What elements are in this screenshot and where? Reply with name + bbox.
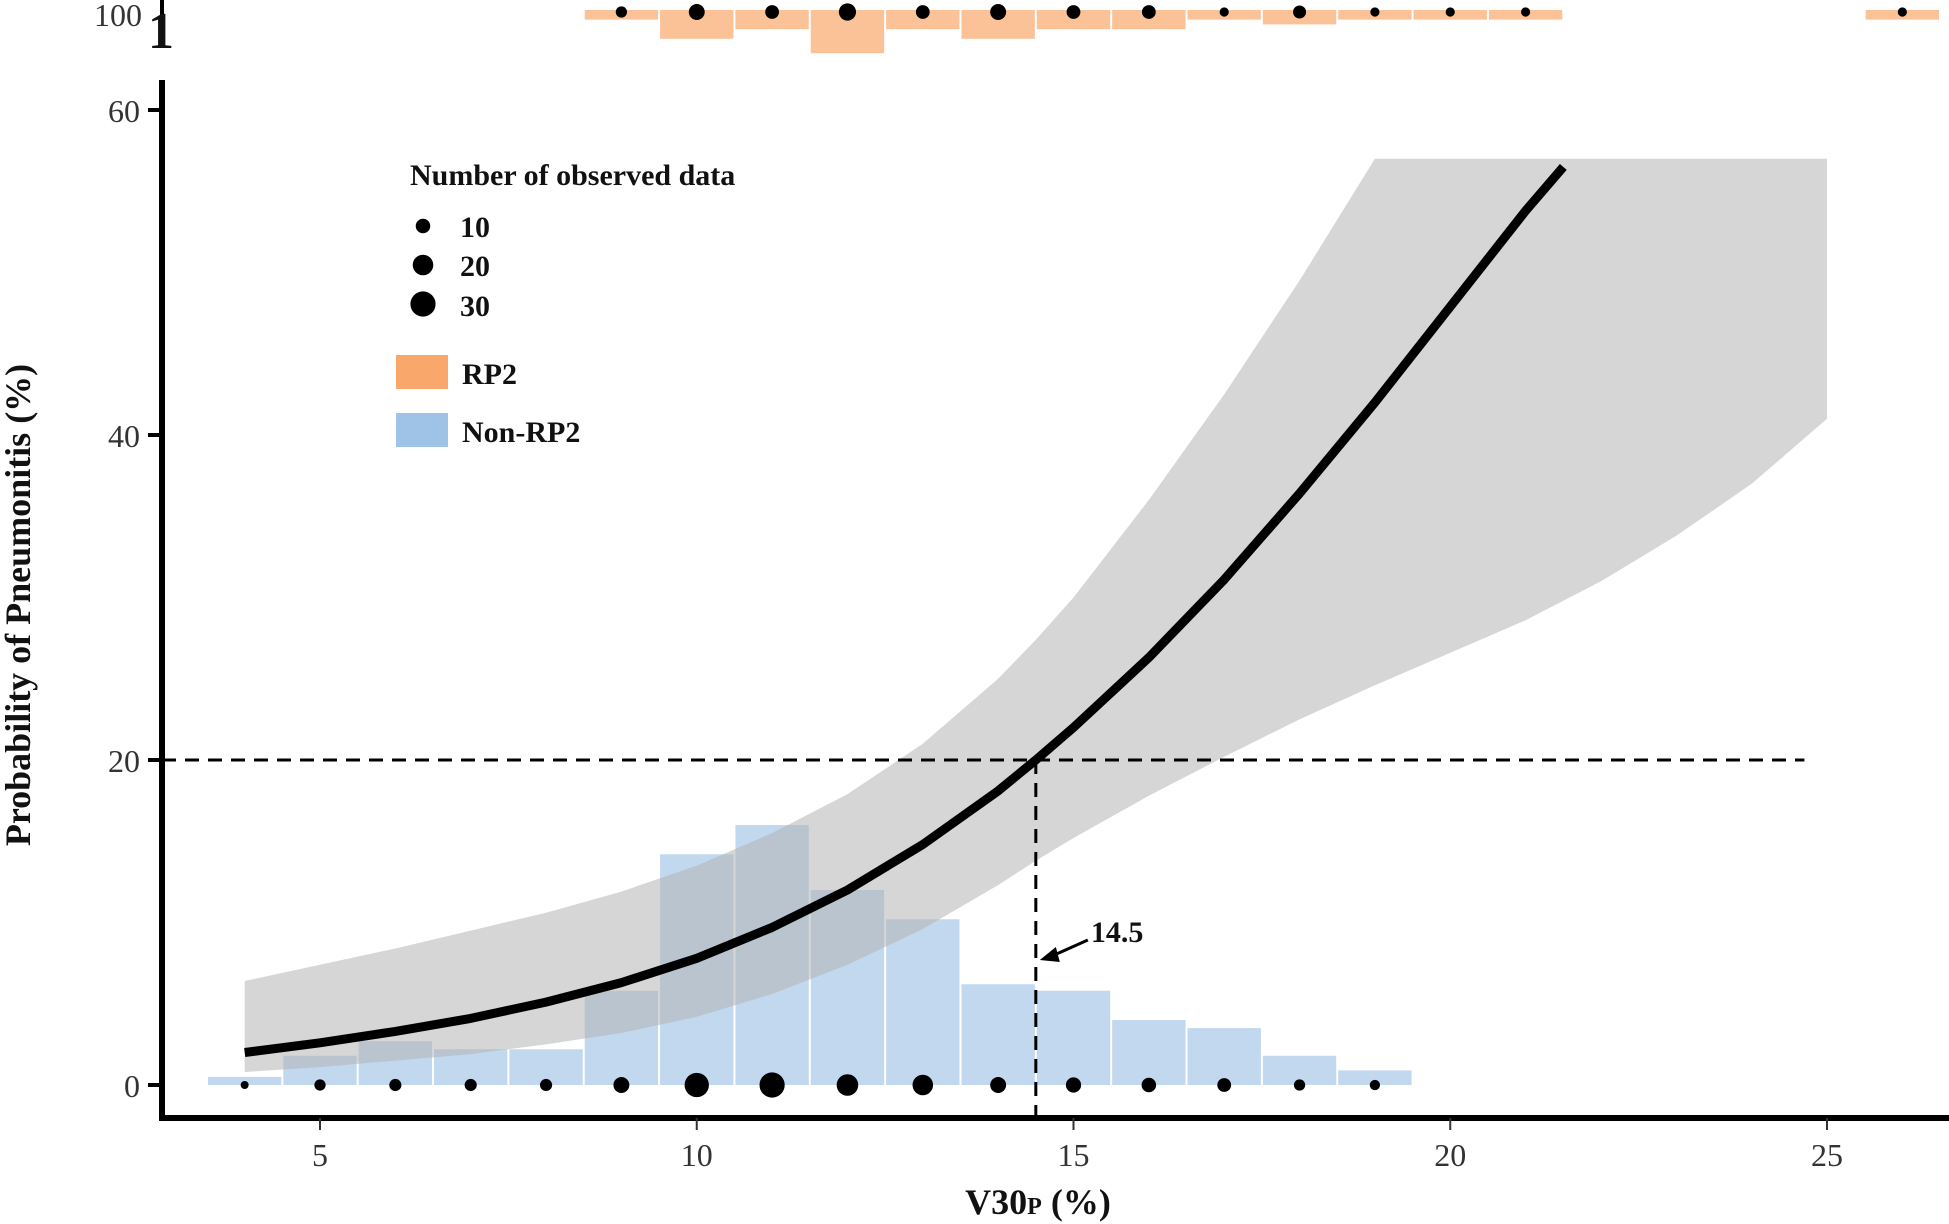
y-tick-label: 0	[124, 1068, 140, 1104]
threshold-annotation: 14.5	[162, 758, 1805, 1118]
x-tick-label: 15	[1058, 1137, 1090, 1173]
rp2-observed-point	[1293, 5, 1307, 19]
non-rp2-histogram-bar	[1187, 1028, 1261, 1085]
non-rp2-histogram-bar	[1338, 1070, 1412, 1085]
non-rp2-observed-point	[1141, 1077, 1157, 1093]
probability-curve-line	[244, 163, 1567, 1057]
legend-swatch-rp2	[396, 355, 448, 389]
rp2-observed-point	[915, 5, 930, 19]
y-tick-label: 40	[108, 418, 140, 454]
axes	[159, 80, 1949, 1121]
rp2-observed-point	[1521, 7, 1531, 17]
threshold-label: 14.5	[1091, 916, 1144, 949]
top-panel-tick-label: 100	[94, 0, 142, 33]
y-axis-title: Probability of Pneumonitis (%)	[0, 364, 38, 846]
non-rp2-observed-point	[539, 1078, 553, 1092]
x-axis-ticks: 5 10 15 20 25	[312, 1118, 1843, 1173]
x-axis-title-unit: (%)	[1042, 1182, 1111, 1222]
rp2-observed-point	[1897, 7, 1907, 17]
non-rp2-observed-point	[464, 1078, 477, 1092]
legend-size-dot-20	[412, 254, 434, 276]
x-axis-title: V30P (%)	[965, 1182, 1111, 1222]
rp2-observed-point	[1445, 7, 1455, 17]
y-axis-ticks: 0 20 40 60	[108, 93, 162, 1104]
rp2-histogram	[584, 10, 1940, 54]
non-rp2-histogram-bar	[961, 984, 1035, 1085]
non-rp2-histogram-bar	[886, 919, 960, 1085]
x-tick-label: 10	[681, 1137, 713, 1173]
confidence-band-area	[244, 158, 1828, 1073]
rp2-observed-point	[765, 5, 779, 19]
non-rp2-observed-point	[1217, 1078, 1232, 1092]
rp2-observed-point	[615, 6, 628, 18]
probability-curve	[244, 163, 1567, 1057]
legend-size-title: Number of observed data	[410, 159, 735, 192]
non-rp2-observed-point	[389, 1078, 402, 1092]
legend-size-dot-10	[415, 218, 431, 234]
x-tick-label: 20	[1434, 1137, 1466, 1173]
non-rp2-observed-point	[314, 1079, 326, 1091]
legend-swatch-non-rp2	[396, 413, 448, 447]
rp2-observed-point	[688, 4, 705, 20]
legend: Number of observed data 10 20 30 RP2 Non…	[396, 159, 735, 449]
non-rp2-histogram-bar	[1036, 990, 1111, 1085]
rp2-observed-point	[1066, 5, 1081, 19]
rp2-observed-point	[1219, 7, 1229, 17]
non-rp2-histogram-bar	[1112, 1020, 1186, 1085]
rp2-histogram-bar	[1112, 10, 1186, 30]
x-tick-label: 5	[312, 1137, 328, 1173]
legend-size-dot-30	[410, 291, 436, 317]
threshold-arrowhead	[1039, 947, 1060, 962]
y-tick-label: 20	[108, 743, 140, 779]
non-rp2-observed-point	[990, 1077, 1007, 1093]
rp2-histogram-bar	[886, 10, 960, 30]
non-rp2-observed-point	[836, 1074, 859, 1096]
legend-size-label-30: 30	[460, 290, 490, 323]
y-tick-label: 60	[108, 93, 140, 129]
rp2-histogram-bar	[735, 10, 809, 30]
non-rp2-observed-point	[684, 1072, 709, 1098]
rp2-observed-point	[990, 4, 1007, 20]
top-panel-axis: 100 1	[94, 0, 174, 60]
non-rp2-histogram-bar	[207, 1076, 282, 1085]
x-tick-label: 25	[1811, 1137, 1843, 1173]
non-rp2-observed-points	[240, 1072, 1381, 1098]
non-rp2-observed-point	[1293, 1079, 1306, 1091]
non-rp2-observed-point	[613, 1077, 630, 1093]
legend-label-non-rp2: Non-RP2	[462, 416, 580, 449]
confidence-band	[244, 158, 1828, 1073]
non-rp2-observed-point	[1065, 1077, 1082, 1093]
non-rp2-observed-point	[240, 1081, 249, 1089]
rp2-observed-point	[1370, 7, 1380, 17]
rp2-observed-point	[1141, 5, 1156, 19]
non-rp2-observed-point	[1369, 1079, 1381, 1091]
x-axis-title-main: V30	[965, 1182, 1027, 1222]
legend-size-label-10: 10	[460, 211, 490, 244]
x-axis-title-subscript: P	[1027, 1194, 1042, 1220]
legend-size-label-20: 20	[460, 250, 490, 283]
non-rp2-observed-point	[912, 1074, 934, 1096]
rp2-observed-points	[615, 3, 1907, 21]
legend-label-rp2: RP2	[462, 358, 517, 391]
rp2-observed-point	[838, 3, 857, 21]
top-panel-axis-glyph: 1	[148, 3, 174, 60]
non-rp2-observed-point	[759, 1072, 785, 1098]
rp2-histogram-bar	[1036, 10, 1111, 30]
